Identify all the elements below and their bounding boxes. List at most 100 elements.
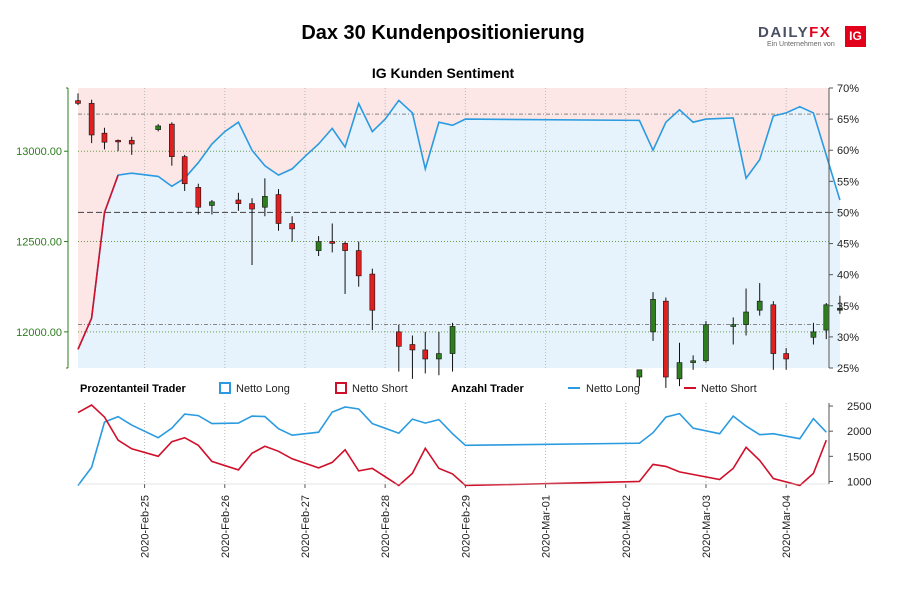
candle [275, 189, 282, 231]
candle-body-down [88, 103, 95, 136]
candle [395, 324, 402, 372]
candle-body-up [209, 201, 215, 206]
count-long-line [77, 406, 827, 486]
price-tick-label: 13000.00 [16, 146, 62, 158]
candle-body-down [169, 123, 175, 157]
candle-body-down [409, 344, 416, 351]
candle-body-up [315, 241, 322, 251]
candle-body-down [235, 199, 242, 204]
candle-body-down [115, 140, 121, 143]
percent-tick-label: 45% [837, 239, 859, 251]
candle-body-up [823, 304, 830, 331]
x-tick-label: 2020-Mar-02 [621, 495, 633, 558]
legend-swatch-pct-short [335, 382, 347, 394]
candle [810, 322, 817, 345]
candle [369, 268, 376, 331]
percent-tick-label: 65% [837, 114, 859, 126]
percent-tick-label: 55% [837, 176, 859, 188]
candle-body-down [770, 304, 777, 354]
candle [249, 198, 255, 266]
candle-body-down [128, 140, 135, 145]
candle [703, 321, 709, 363]
candle [449, 322, 456, 372]
candle-body-down [663, 300, 669, 378]
percent-tick-label: 40% [837, 270, 859, 282]
candle-body-up [262, 196, 268, 208]
candle-body-down [783, 353, 789, 360]
candle [690, 355, 696, 370]
ig-logo: IG [845, 26, 866, 47]
candle [650, 292, 656, 341]
candle [663, 297, 669, 388]
candle-body-down [75, 100, 81, 104]
legend-label-pct-long: Netto Long [236, 383, 290, 395]
candle-body-down [101, 132, 108, 143]
x-tick-label: 2020-Mar-04 [781, 495, 793, 558]
x-tick-label: 2020-Feb-25 [140, 495, 152, 558]
count-tick-label: 1500 [847, 451, 871, 463]
candle-body-up [810, 331, 817, 338]
candle [837, 295, 843, 314]
chart-title: Dax 30 Kundenpositionierung [301, 22, 585, 44]
candle [128, 136, 135, 155]
candle-body-up [730, 324, 737, 327]
candle [422, 331, 429, 374]
x-tick-label: 2020-Mar-03 [701, 495, 713, 558]
legend-label-count-long: Netto Long [586, 383, 640, 395]
candle [730, 317, 737, 345]
candle-body-up [449, 326, 456, 354]
candle [743, 288, 749, 336]
count-short-line [77, 404, 828, 487]
candle [315, 236, 322, 256]
candle-body-down [289, 223, 295, 230]
candle-body-down [422, 349, 429, 360]
candle [676, 342, 683, 387]
brand-name-part1: DAILY [758, 24, 810, 41]
candle-body-up [676, 362, 683, 380]
candle-body-up [756, 300, 763, 311]
candle [195, 183, 202, 215]
candle-body-down [342, 243, 348, 251]
candle-body-up [155, 125, 161, 130]
percent-tick-label: 60% [837, 145, 859, 157]
candle [289, 216, 295, 242]
candle-body-down [395, 331, 402, 347]
candle-body-up [690, 360, 696, 363]
candle-body-down [369, 273, 376, 311]
percent-tick-label: 35% [837, 301, 859, 313]
candle-body-down [329, 241, 336, 244]
candle-body-up [743, 311, 749, 325]
candle [88, 99, 95, 144]
percent-tick-label: 30% [837, 332, 859, 344]
x-tick-label: 2020-Mar-01 [541, 495, 553, 558]
candle [169, 122, 175, 166]
legend-label-pct-short: Netto Short [352, 383, 408, 395]
candle [75, 93, 81, 106]
candle [329, 223, 336, 253]
candle [262, 178, 268, 217]
candle [209, 200, 215, 215]
count-tick-label: 1000 [847, 476, 871, 488]
count-tick-label: 2500 [847, 401, 871, 413]
candle [355, 241, 362, 287]
brand-tagline: Ein Unternehmen von [767, 41, 835, 48]
candle [101, 127, 108, 150]
candle [155, 124, 161, 132]
candle [342, 241, 348, 294]
x-tick-label: 2020-Feb-28 [380, 495, 392, 558]
legend-swatch-pct-long [219, 382, 231, 394]
candle-body-down [355, 250, 362, 277]
candle [409, 335, 416, 379]
candle [770, 301, 777, 370]
brand-name-part2: FX [809, 24, 832, 41]
candle-body-down [275, 194, 282, 224]
candle [636, 369, 643, 387]
price-tick-label: 12500.00 [16, 237, 62, 249]
candle-body-down [181, 156, 188, 185]
long-percent-area [78, 100, 840, 369]
legend-count-header: Anzahl Trader [451, 383, 524, 395]
short-percent-line [77, 174, 119, 350]
candle [235, 192, 242, 211]
candle [181, 154, 188, 191]
